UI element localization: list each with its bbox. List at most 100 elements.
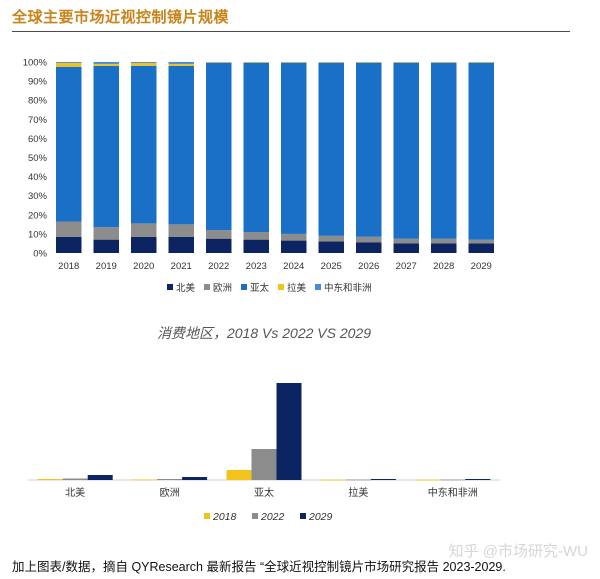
stacked-bar-segment bbox=[356, 62, 382, 63]
stacked-bar-segment bbox=[56, 236, 82, 253]
x-tick-label: 2029 bbox=[471, 261, 492, 272]
x-tick-label: 2026 bbox=[358, 261, 379, 272]
stacked-bar-segment bbox=[356, 236, 382, 243]
y-tick-label: 70% bbox=[28, 115, 48, 126]
x-tick-label: 拉美 bbox=[348, 486, 368, 499]
y-tick-label: 80% bbox=[28, 96, 48, 107]
stacked-bar-segment bbox=[468, 243, 494, 253]
group-bar bbox=[37, 479, 63, 480]
stacked-bar-segment bbox=[431, 62, 457, 63]
stacked-bar-segment bbox=[93, 62, 119, 64]
legend-swatch bbox=[315, 284, 321, 290]
stacked-bar-segment bbox=[281, 62, 307, 63]
y-tick-label: 50% bbox=[28, 153, 48, 164]
legend-swatch bbox=[278, 284, 284, 290]
group-bar bbox=[276, 383, 302, 480]
x-tick-label: 2018 bbox=[58, 261, 79, 272]
legend-label: 北美 bbox=[176, 282, 196, 294]
group-bar bbox=[62, 478, 88, 480]
group-bar bbox=[415, 479, 441, 481]
y-tick-label: 90% bbox=[28, 77, 48, 88]
legend-swatch bbox=[300, 513, 306, 519]
stacked-bar-segment bbox=[168, 63, 194, 66]
group-bar bbox=[465, 479, 491, 480]
stacked-bar-segment bbox=[56, 62, 82, 67]
stacked-bar-segment bbox=[131, 65, 157, 224]
stacked-bar-segment bbox=[206, 230, 232, 239]
stacked-bar-segment bbox=[131, 236, 157, 253]
stacked-bar-segment bbox=[131, 223, 157, 237]
legend-label: 2029 bbox=[308, 511, 333, 523]
y-tick-label: 0% bbox=[33, 249, 47, 260]
stacked-bar-segment bbox=[318, 62, 344, 236]
stacked-bar-segment bbox=[356, 242, 382, 253]
group-bar bbox=[251, 449, 277, 480]
stacked-bar-segment bbox=[318, 235, 344, 242]
stacked-bar-segment bbox=[56, 62, 82, 63]
stacked-bar-segment bbox=[168, 62, 194, 64]
stacked-bar-segment bbox=[93, 65, 119, 228]
x-tick-label: 中东和非洲 bbox=[428, 486, 478, 499]
legend-label: 亚太 bbox=[250, 282, 270, 294]
x-tick-label: 2021 bbox=[171, 261, 192, 272]
source-footnote: 加上图表/数据，摘自 QYResearch 最新报告 “全球近视控制镜片市场研究… bbox=[12, 560, 506, 574]
stacked-bar-segment bbox=[468, 239, 494, 244]
stacked-bar-segment bbox=[468, 62, 494, 63]
y-tick-label: 10% bbox=[28, 229, 48, 240]
stacked-bar-segment bbox=[393, 62, 419, 239]
group-bar bbox=[226, 470, 252, 480]
stacked-bar-segment bbox=[168, 236, 194, 253]
stacked-bar-segment bbox=[318, 62, 344, 63]
stacked-bar-segment bbox=[468, 62, 494, 240]
legend-swatch bbox=[241, 284, 247, 290]
stacked-bar-segment bbox=[206, 62, 232, 63]
legend-swatch bbox=[204, 513, 210, 519]
stacked-bar-segment bbox=[281, 233, 307, 241]
stacked-bar-segment bbox=[168, 65, 194, 225]
x-tick-label: 2027 bbox=[396, 261, 417, 272]
group-bar bbox=[87, 475, 113, 480]
stacked-bar-segment bbox=[56, 66, 82, 222]
stacked-bar-segment bbox=[393, 238, 419, 244]
stacked-bar-segment bbox=[281, 62, 307, 234]
x-tick-label: 北美 bbox=[65, 486, 85, 499]
stacked-bar-segment bbox=[56, 221, 82, 237]
title-divider bbox=[12, 31, 570, 32]
legend-label: 欧洲 bbox=[213, 282, 232, 294]
watermark: 知乎 @市场研究-WU bbox=[448, 543, 588, 560]
y-tick-label: 30% bbox=[28, 191, 48, 202]
legend-swatch bbox=[252, 513, 258, 519]
stacked-bar-segment bbox=[243, 231, 269, 240]
group-bar bbox=[157, 479, 183, 480]
stacked-bar-segment bbox=[131, 62, 157, 66]
x-tick-label: 2023 bbox=[246, 261, 267, 272]
stacked-bar-segment bbox=[431, 243, 457, 253]
stacked-bar-segment bbox=[131, 62, 157, 63]
stacked-bar-segment bbox=[431, 238, 457, 244]
stacked-bar-segment bbox=[206, 238, 232, 253]
stacked-bar-segment bbox=[393, 62, 419, 63]
stacked-bar-segment bbox=[393, 243, 419, 253]
y-tick-label: 60% bbox=[28, 134, 48, 145]
group-bar bbox=[370, 479, 396, 480]
stacked-bar-segment bbox=[206, 62, 232, 231]
stacked-bar-segment bbox=[93, 63, 119, 66]
stacked-bar-segment bbox=[168, 224, 194, 237]
stacked-bar-segment bbox=[281, 240, 307, 253]
x-tick-label: 2028 bbox=[433, 261, 454, 272]
group-bar bbox=[320, 479, 346, 481]
page-title: 全球主要市场近视控制镜片规模 bbox=[12, 10, 230, 26]
x-tick-label: 2024 bbox=[283, 261, 304, 272]
x-tick-label: 2025 bbox=[321, 261, 342, 272]
x-tick-label: 亚太 bbox=[254, 486, 274, 499]
y-tick-label: 100% bbox=[23, 58, 48, 69]
stacked-bar-segment bbox=[243, 239, 269, 253]
stacked-bar-segment bbox=[93, 239, 119, 253]
stacked-bar-segment bbox=[431, 62, 457, 239]
stacked-bar-segment bbox=[356, 62, 382, 237]
group-bar bbox=[182, 477, 208, 480]
legend-label: 2018 bbox=[212, 511, 237, 523]
legend-label: 中东和非洲 bbox=[324, 282, 372, 294]
stacked-bar-segment bbox=[243, 62, 269, 63]
